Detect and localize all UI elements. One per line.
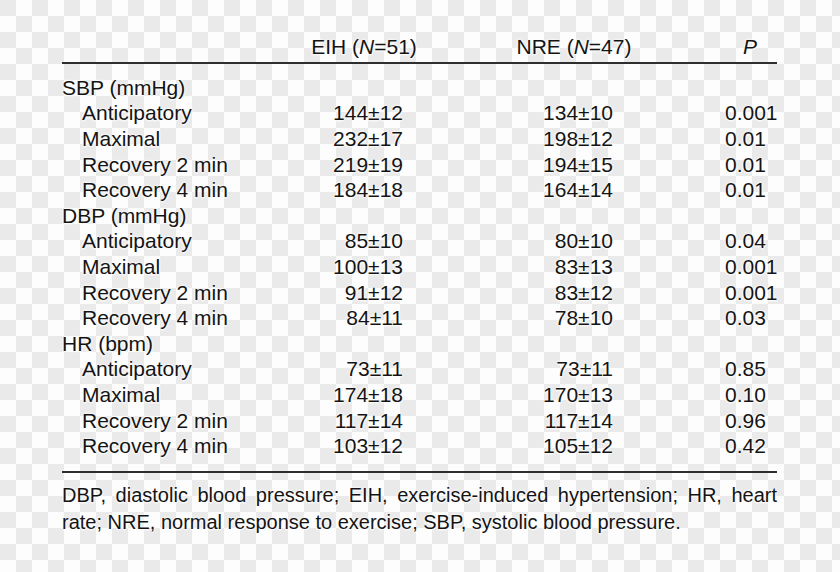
table-row: Maximal 174±18 170±13 0.10 xyxy=(0,382,840,408)
eih-value: 144±12 xyxy=(290,101,403,125)
eih-value: 84±11 xyxy=(290,306,403,330)
eih-value: 73±11 xyxy=(290,357,403,381)
eih-value: 100±13 xyxy=(290,255,403,279)
row-label: Recovery 2 min xyxy=(62,281,290,305)
table-row: Recovery 4 min 103±12 105±12 0.42 xyxy=(0,433,840,459)
eih-value: 91±12 xyxy=(290,281,403,305)
p-value: 0.001 xyxy=(613,101,777,125)
table-row: Recovery 2 min 219±19 194±15 0.01 xyxy=(0,152,840,178)
nre-value: 83±12 xyxy=(403,281,613,305)
header-rule xyxy=(62,62,777,64)
table-row: Recovery 4 min 84±11 78±10 0.03 xyxy=(0,305,840,331)
footer-rule xyxy=(62,471,777,473)
column-header-eih-pre: EIH ( xyxy=(311,35,359,58)
column-header-p: P xyxy=(713,34,787,59)
table-row: Anticipatory 85±10 80±10 0.04 xyxy=(0,229,840,255)
table-row: Recovery 2 min 117±14 117±14 0.96 xyxy=(0,408,840,434)
p-value: 0.01 xyxy=(613,178,777,202)
table-row-section-dbp: DBP (mmHg) xyxy=(0,203,840,229)
nre-value: 83±13 xyxy=(403,255,613,279)
table-row-section-hr: HR (bpm) xyxy=(0,331,840,357)
table-footnote: DBP, diastolic blood pressure; EIH, exer… xyxy=(62,482,777,536)
eih-value: 85±10 xyxy=(290,229,403,253)
p-value: 0.001 xyxy=(613,255,777,279)
eih-value: 232±17 xyxy=(290,127,403,151)
row-label: Recovery 2 min xyxy=(62,153,290,177)
row-label: SBP (mmHg) xyxy=(62,76,290,100)
table-figure: EIH (N=51) NRE (N=47) P SBP (mmHg) Antic… xyxy=(0,0,840,572)
row-label: Maximal xyxy=(62,383,290,407)
row-label: Recovery 4 min xyxy=(62,306,290,330)
nre-value: 198±12 xyxy=(403,127,613,151)
table-row: Recovery 2 min 91±12 83±12 0.001 xyxy=(0,280,840,306)
column-header-nre-post: =47) xyxy=(589,35,632,58)
row-label: Anticipatory xyxy=(62,101,290,125)
p-value: 0.10 xyxy=(613,383,777,407)
row-label: Maximal xyxy=(62,255,290,279)
nre-value: 105±12 xyxy=(403,434,613,458)
eih-value: 117±14 xyxy=(290,409,403,433)
row-label: Anticipatory xyxy=(62,357,290,381)
footnote-line-2: rate; NRE, normal response to exercise; … xyxy=(62,509,777,536)
table-row-section-sbp: SBP (mmHg) xyxy=(0,75,840,101)
nre-value: 80±10 xyxy=(403,229,613,253)
column-header-eih-post: =51) xyxy=(374,35,417,58)
column-header-eih-n: N xyxy=(359,35,374,58)
table-row: Anticipatory 73±11 73±11 0.85 xyxy=(0,357,840,383)
row-label: Recovery 4 min xyxy=(62,434,290,458)
row-label: Recovery 4 min xyxy=(62,178,290,202)
table-body: SBP (mmHg) Anticipatory 144±12 134±10 0.… xyxy=(0,75,840,459)
row-label: HR (bpm) xyxy=(62,332,290,356)
p-value: 0.42 xyxy=(613,434,777,458)
p-value: 0.01 xyxy=(613,127,777,151)
row-label: Recovery 2 min xyxy=(62,409,290,433)
nre-value: 170±13 xyxy=(403,383,613,407)
eih-value: 103±12 xyxy=(290,434,403,458)
table-row: Anticipatory 144±12 134±10 0.001 xyxy=(0,101,840,127)
eih-value: 219±19 xyxy=(290,153,403,177)
p-value: 0.96 xyxy=(613,409,777,433)
nre-value: 73±11 xyxy=(403,357,613,381)
column-header-eih: EIH (N=51) xyxy=(290,34,438,59)
p-value: 0.04 xyxy=(613,229,777,253)
nre-value: 194±15 xyxy=(403,153,613,177)
nre-value: 134±10 xyxy=(403,101,613,125)
nre-value: 117±14 xyxy=(403,409,613,433)
table-row: Maximal 232±17 198±12 0.01 xyxy=(0,126,840,152)
footnote-line-1: DBP, diastolic blood pressure; EIH, exer… xyxy=(62,482,777,509)
nre-value: 78±10 xyxy=(403,306,613,330)
column-header-nre-n: N xyxy=(574,35,589,58)
eih-value: 174±18 xyxy=(290,383,403,407)
column-header-nre-pre: NRE ( xyxy=(517,35,574,58)
row-label: Anticipatory xyxy=(62,229,290,253)
nre-value: 164±14 xyxy=(403,178,613,202)
row-label: Maximal xyxy=(62,127,290,151)
p-value: 0.85 xyxy=(613,357,777,381)
p-value: 0.03 xyxy=(613,306,777,330)
eih-value: 184±18 xyxy=(290,178,403,202)
row-label: DBP (mmHg) xyxy=(62,204,290,228)
p-value: 0.001 xyxy=(613,281,777,305)
p-value: 0.01 xyxy=(613,153,777,177)
column-header-nre: NRE (N=47) xyxy=(500,34,648,59)
table-row: Maximal 100±13 83±13 0.001 xyxy=(0,254,840,280)
table-row: Recovery 4 min 184±18 164±14 0.01 xyxy=(0,177,840,203)
